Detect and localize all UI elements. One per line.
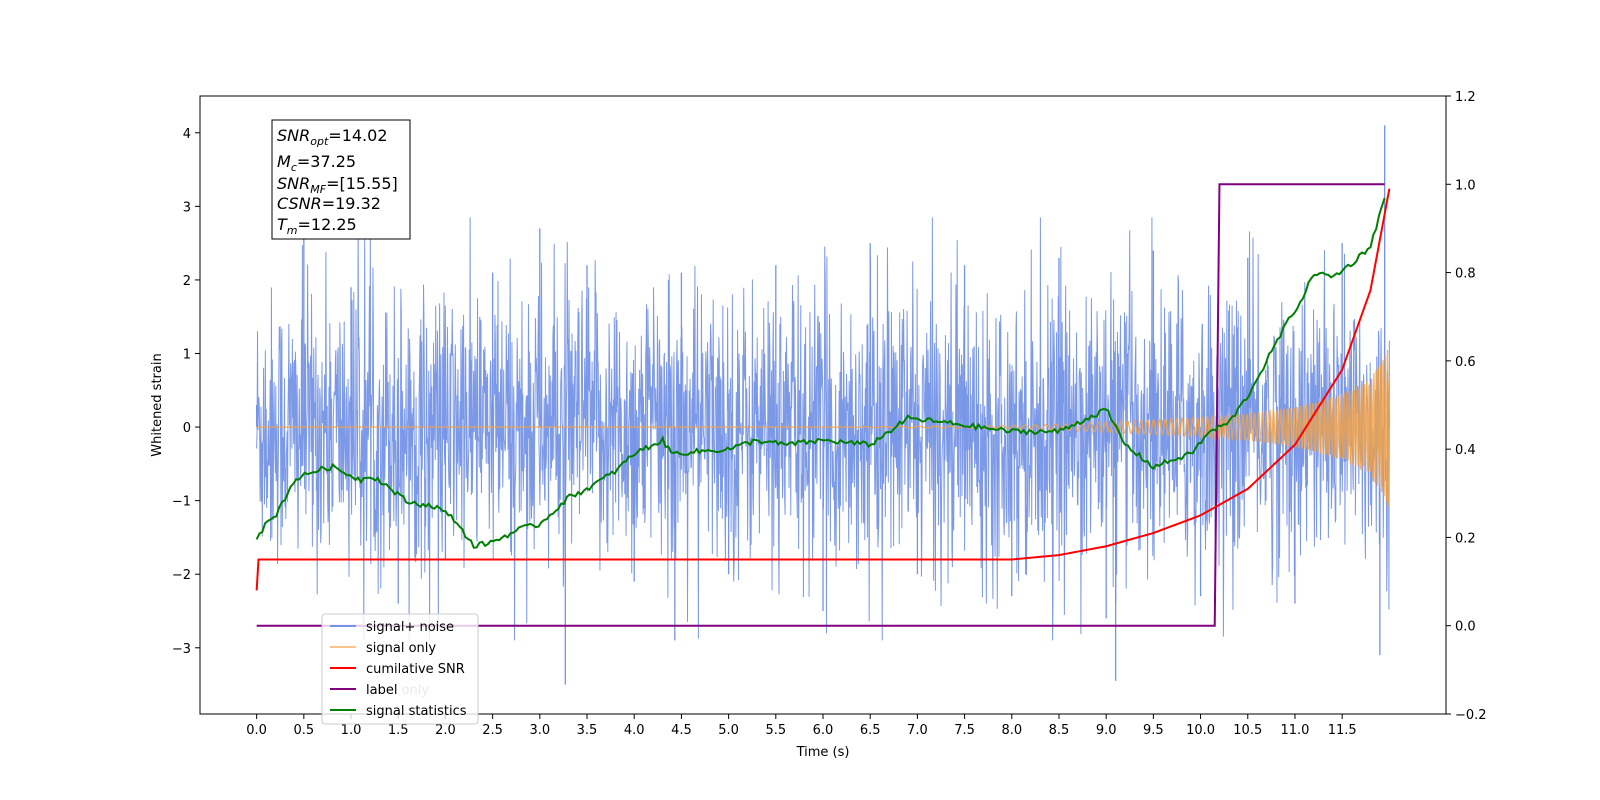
annotation-box: SNRopt=14.02 Mc=37.25SNRMF=[15.55]CSNR=19… <box>271 119 411 240</box>
x-tick-label: 2.5 <box>482 723 503 738</box>
x-tick-label: 0.0 <box>246 723 267 738</box>
x-tick-label: 4.0 <box>624 723 645 738</box>
y2-tick-label: 0.4 <box>1455 443 1476 458</box>
x-tick-label: 5.5 <box>765 723 786 738</box>
series-label <box>256 183 1385 627</box>
legend-entry: cumilative SNR <box>366 662 465 677</box>
y2-tick-label: 0.6 <box>1455 355 1476 370</box>
x-tick-label: 1.5 <box>388 723 409 738</box>
y-tick-label: 0 <box>183 421 191 436</box>
legend-ghost-label: label only <box>366 683 429 698</box>
legend-entry: label <box>366 683 397 698</box>
x-tick-label: 2.0 <box>435 723 456 738</box>
y-axis-label: Whitened strain <box>150 353 165 456</box>
x-axis-label: Time (s) <box>796 745 850 760</box>
y2-tick-label: 0.0 <box>1455 620 1476 635</box>
annotation-line: CSNR=19.32 <box>277 194 381 213</box>
legend: label only signal+ noise signal only cumila… <box>321 613 479 725</box>
x-tick-label: 3.5 <box>577 723 598 738</box>
annotation-line: Tm=12.25 <box>277 215 357 237</box>
annotation-frame <box>271 119 411 240</box>
legend-entry: signal+ noise <box>366 620 454 635</box>
series-signal-statistics <box>255 197 1386 549</box>
x-tick-label: 10.0 <box>1186 723 1215 738</box>
y2-tick-label: 0.2 <box>1455 531 1476 546</box>
legend-entry: signal only <box>366 641 436 656</box>
x-tick-label: 6.5 <box>860 723 881 738</box>
x-tick-label: 10.5 <box>1233 723 1262 738</box>
series-cumulative-snr <box>255 188 1391 591</box>
y-tick-label: −3 <box>172 642 191 657</box>
x-tick-label: 9.0 <box>1096 723 1117 738</box>
series-signal-only <box>256 349 1391 507</box>
y-tick-label: −1 <box>172 495 191 510</box>
y2-tick-label: 1.2 <box>1455 90 1476 105</box>
y-tick-label: 2 <box>183 274 191 289</box>
x-tick-label: 0.5 <box>293 723 314 738</box>
y2-tick-label: 0.8 <box>1455 267 1476 282</box>
y-tick-label: 4 <box>183 127 191 142</box>
x-tick-label: 5.0 <box>718 723 739 738</box>
x-tick-label: 7.0 <box>907 723 928 738</box>
annotation-line: Mc=37.25 <box>277 152 356 174</box>
y2-tick-label: −0.2 <box>1455 708 1487 723</box>
y-tick-label: 1 <box>183 348 191 363</box>
x-tick-label: 8.5 <box>1049 723 1070 738</box>
x-tick-label: 7.5 <box>954 723 975 738</box>
axes: 0.0 0.5 1.0 1.5 2.0 2.5 3.0 3.5 4.0 4.5 5.0 5.5 6.0 6… <box>150 90 1487 760</box>
x-tick-label: 1.0 <box>341 723 362 738</box>
y-tick-label: 3 <box>183 200 191 215</box>
legend-frame <box>321 613 479 725</box>
x-tick-label: 4.5 <box>671 723 692 738</box>
x-tick-label: 8.0 <box>1001 723 1022 738</box>
x-tick-label: 9.5 <box>1143 723 1164 738</box>
x-tick-label: 6.0 <box>813 723 834 738</box>
legend-entry: signal statistics <box>366 704 467 719</box>
x-tick-label: 11.5 <box>1328 723 1357 738</box>
x-tick-label: 11.0 <box>1280 723 1309 738</box>
plot-area <box>255 125 1391 685</box>
annotation-line: SNRopt=14.02 <box>277 126 388 148</box>
x-tick-label: 3.0 <box>529 723 550 738</box>
annotation-line: SNRMF=[15.55] <box>277 174 398 196</box>
y-tick-label: −2 <box>172 568 191 583</box>
y2-tick-label: 1.0 <box>1455 178 1476 193</box>
